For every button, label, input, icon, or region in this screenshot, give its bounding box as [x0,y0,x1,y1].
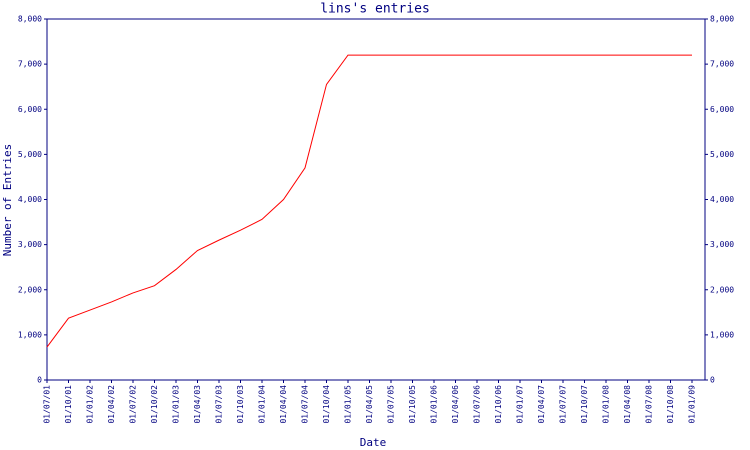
x-tick-label: 01/07/03 [215,385,224,424]
x-tick-label: 01/10/01 [64,385,73,424]
x-tick-label: 01/04/03 [193,385,202,424]
y-tick-label: 1,000 [18,330,42,339]
x-tick-label: 01/01/07 [516,385,525,424]
x-tick-label: 01/04/04 [279,385,288,424]
x-tick-label: 01/07/02 [129,385,138,424]
x-tick-label: 01/01/08 [602,385,611,424]
x-tick-label: 01/01/06 [430,385,439,424]
y2-tick-label: 7,000 [710,60,734,69]
y-tick-label: 4,000 [18,195,42,204]
y-tick-label: 3,000 [18,240,42,249]
x-tick-label: 01/01/04 [258,385,267,424]
chart-title: lins's entries [320,2,430,17]
y2-tick-label: 4,000 [710,195,734,204]
x-tick-label: 01/07/07 [559,385,568,424]
y-tick-label: 8,000 [18,15,42,24]
y-tick-label: 5,000 [18,150,42,159]
x-tick-label: 01/10/08 [666,385,675,424]
x-tick-label: 01/07/04 [301,385,310,424]
x-tick-label: 01/01/02 [86,385,95,424]
x-tick-label: 01/07/06 [473,385,482,424]
x-tick-label: 01/10/06 [494,385,503,424]
x-tick-label: 01/10/03 [236,385,245,424]
x-tick-label: 01/04/06 [451,385,460,424]
plot-frame [46,18,706,381]
y2-tick-label: 6,000 [710,105,734,114]
y2-tick-label: 2,000 [710,285,734,294]
y2-tick-label: 3,000 [710,240,734,249]
y2-tick-label: 5,000 [710,150,734,159]
y-axis-title: Number of Entries [1,144,14,257]
x-tick-label: 01/07/01 [43,385,52,424]
y-tick-label: 0 [37,376,42,385]
x-tick-label: 01/04/05 [365,385,374,424]
x-tick-label: 01/04/02 [107,385,116,424]
x-tick-label: 01/01/03 [172,385,181,424]
x-tick-label: 01/04/08 [623,385,632,424]
y-tick-label: 6,000 [18,105,42,114]
y2-tick-label: 1,000 [710,330,734,339]
series-line [46,54,692,348]
y2-tick-label: 8,000 [710,15,734,24]
y-tick-label: 7,000 [18,60,42,69]
x-tick-label: 01/07/05 [387,385,396,424]
x-tick-label: 01/01/05 [344,385,353,424]
x-tick-label: 01/10/07 [580,385,589,424]
x-tick-label: 01/07/08 [645,385,654,424]
y-tick-label: 2,000 [18,285,42,294]
x-tick-label: 01/04/07 [537,385,546,424]
y2-tick-label: 0 [710,376,715,385]
x-axis-title: Date [360,436,387,449]
x-tick-label: 01/10/02 [150,385,159,424]
x-tick-label: 01/01/09 [688,385,697,424]
x-tick-label: 01/10/04 [322,385,331,424]
x-tick-label: 01/10/05 [408,385,417,424]
